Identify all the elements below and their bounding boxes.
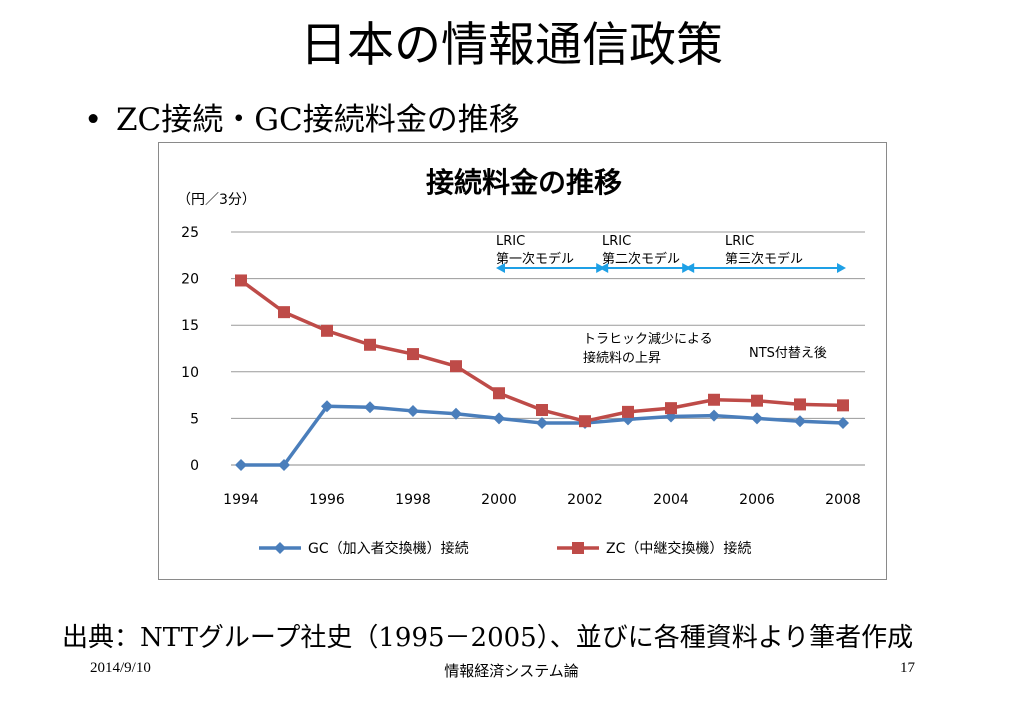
arrow-head-right	[837, 263, 846, 273]
gridlines	[231, 231, 865, 466]
lric-2-sublabel: 第二次モデル	[602, 251, 680, 267]
legend-item-zc: ZC（中継交換機）接続	[606, 540, 751, 557]
page-number: 17	[900, 660, 915, 676]
zc-data-point	[536, 404, 548, 417]
chart-frame: 接続料金の推移 （円／3分） 0 5 10 15 20 25 1994 1996 1998 20…	[158, 142, 887, 580]
traffic-annotation-line2: 接続料の上昇	[583, 350, 661, 366]
y-tick-label: 5	[190, 411, 199, 427]
series-layer	[235, 274, 849, 471]
bullet-marker: •	[84, 102, 103, 138]
lric-period-arrows	[496, 263, 846, 273]
lric-1-sublabel: 第一次モデル	[496, 251, 574, 267]
y-axis-unit-label: （円／3分）	[177, 192, 256, 208]
chart-legend: GC（加入者交換機）接続 ZC（中継交換機）接続	[259, 540, 751, 557]
legend-item-gc: GC（加入者交換機）接続	[308, 540, 469, 557]
gc-data-point	[278, 459, 290, 471]
zc-data-point	[450, 360, 462, 373]
line-chart: 接続料金の推移 （円／3分） 0 5 10 15 20 25 1994 1996 1998 20…	[177, 166, 865, 557]
lric-3-sublabel: 第三次モデル	[725, 251, 803, 267]
gc-data-point	[450, 407, 462, 420]
x-tick-label: 1996	[309, 492, 345, 508]
lric-1-label: LRIC	[496, 234, 525, 249]
zc-data-point	[579, 415, 591, 428]
x-tick-label: 2008	[825, 492, 861, 508]
zc-data-point	[364, 338, 376, 351]
slide-title: 日本の情報通信政策	[300, 18, 723, 73]
zc-data-point	[794, 398, 806, 411]
gc-data-point	[493, 412, 505, 425]
gc-data-point	[407, 404, 419, 417]
source-note: 出典：NTTグループ社史（1995－2005）、並びに各種資料より筆者作成	[62, 623, 914, 653]
gc-data-point	[837, 417, 849, 430]
zc-data-point	[837, 399, 849, 412]
y-tick-label: 15	[181, 318, 199, 334]
gc-data-point	[708, 409, 720, 422]
arrow-head-left	[599, 263, 609, 273]
gc-data-point	[751, 412, 763, 425]
x-tick-labels: 1994 1996 1998 2000 2002 2004 2006 2008	[223, 492, 861, 508]
y-tick-label: 20	[181, 272, 199, 288]
x-tick-label: 2002	[567, 492, 603, 508]
arrow-head-left	[685, 263, 695, 273]
chart-title: 接続料金の推移	[426, 166, 622, 199]
footer-title: 情報経済システム論	[444, 662, 579, 680]
gc-data-point	[794, 415, 806, 428]
footer-date: 2014/9/10	[90, 660, 151, 676]
x-tick-label: 2000	[481, 492, 517, 508]
arrow-head-left	[496, 263, 505, 273]
gc-data-point	[364, 401, 376, 414]
zc-data-point	[321, 324, 333, 337]
x-tick-label: 1998	[395, 492, 431, 508]
x-tick-label: 2004	[653, 492, 689, 508]
nts-annotation: NTS付替え後	[749, 346, 827, 361]
zc-data-point	[708, 393, 720, 406]
zc-data-point	[751, 394, 763, 407]
lric-2-label: LRIC	[602, 234, 631, 249]
y-tick-label: 0	[190, 458, 199, 474]
zc-data-point	[278, 306, 290, 319]
x-tick-label: 2006	[739, 492, 775, 508]
gc-data-point	[321, 400, 333, 413]
zc-data-point	[622, 405, 634, 418]
lric-3-label: LRIC	[725, 234, 754, 249]
zc-data-point	[665, 402, 677, 415]
zc-data-point	[493, 387, 505, 400]
y-tick-label: 10	[181, 365, 199, 381]
gc-data-point	[536, 417, 548, 430]
traffic-annotation-line1: トラヒック減少による	[583, 331, 713, 347]
legend-marker	[572, 542, 584, 554]
gc-data-point	[235, 459, 247, 471]
y-tick-label: 25	[181, 225, 199, 241]
bullet-text: ZC接続・GC接続料金の推移	[116, 102, 520, 138]
bullet-item: • ZC接続・GC接続料金の推移	[84, 94, 520, 139]
y-tick-labels: 0 5 10 15 20 25	[181, 225, 199, 474]
zc-data-point	[235, 274, 247, 287]
legend-marker	[274, 542, 286, 554]
zc-data-point	[407, 348, 419, 361]
x-tick-label: 1994	[223, 492, 259, 508]
